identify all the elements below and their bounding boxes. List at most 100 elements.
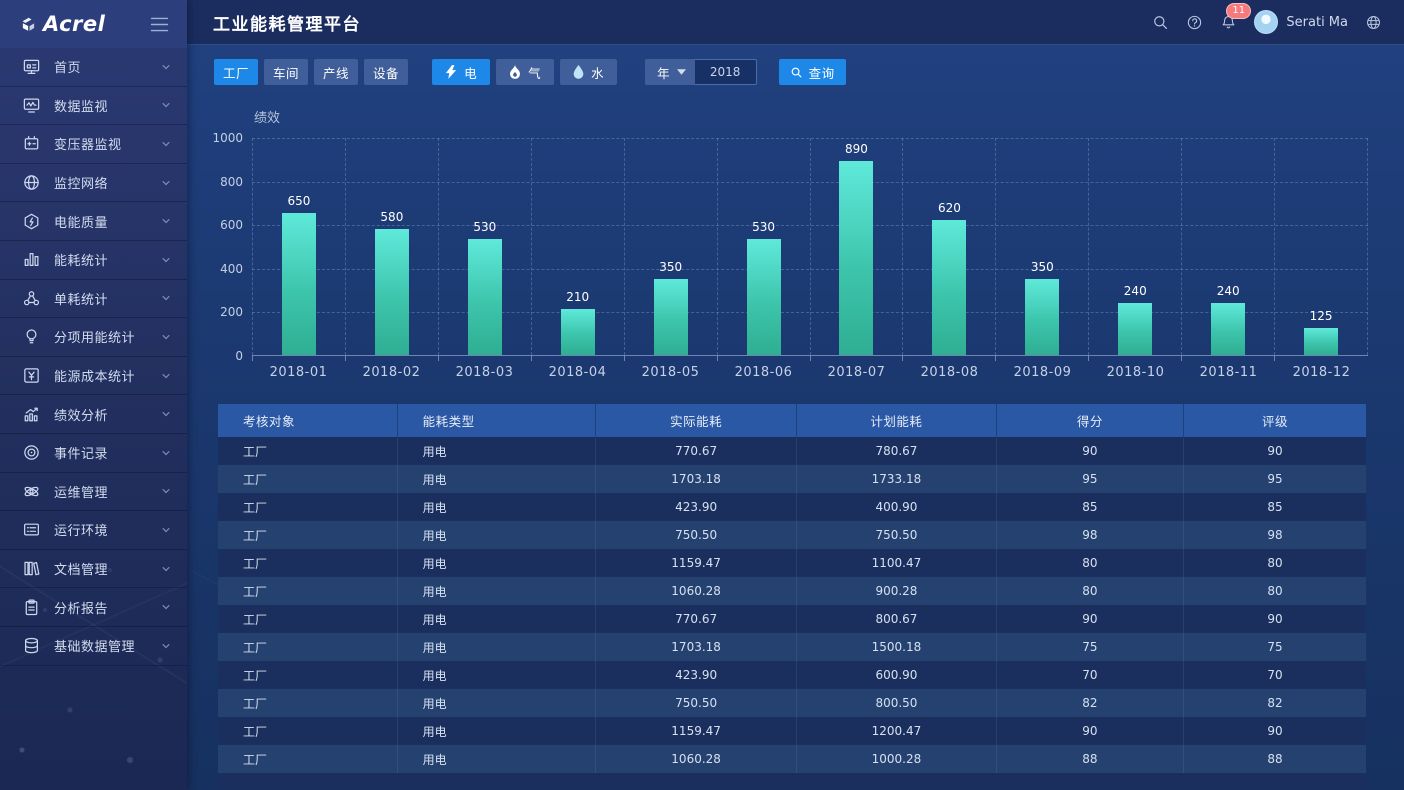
sidebar-item-1[interactable]: 首页: [0, 48, 187, 87]
content: 工厂 车间 产线 设备 电气水 年: [187, 44, 1404, 790]
table-row-4[interactable]: 工厂 用电 750.50 750.50 98 98: [218, 521, 1366, 549]
table-row-1[interactable]: 工厂 用电 770.67 780.67 90 90: [218, 437, 1366, 465]
table-cell: 工厂: [218, 521, 398, 549]
table-cell: 工厂: [218, 577, 398, 605]
table-cell: 1733.18: [796, 465, 997, 493]
x-tick-label: 2018-03: [455, 365, 514, 380]
table-row-8[interactable]: 工厂 用电 1703.18 1500.18 75 75: [218, 633, 1366, 661]
brand-logo[interactable]: Acrel: [20, 12, 105, 36]
help-icon[interactable]: [1186, 14, 1203, 31]
bar-2018-01[interactable]: [281, 213, 316, 355]
bar-value-label: 240: [1216, 284, 1240, 298]
table-cell: 用电: [397, 633, 597, 661]
bar-2018-10[interactable]: [1118, 303, 1153, 355]
table-cell: 1000.28: [796, 745, 997, 773]
bar-value-label: 530: [473, 220, 497, 234]
chart-category: 240: [1088, 138, 1181, 361]
chart-category: 530: [716, 138, 810, 361]
table-cell: 90: [996, 605, 1184, 633]
sidebar-item-6[interactable]: 能耗统计: [0, 241, 187, 280]
table-row-9[interactable]: 工厂 用电 423.90 600.90 70 70: [218, 661, 1366, 689]
sidebar-item-4[interactable]: 监控网络: [0, 164, 187, 203]
globe-icon[interactable]: [1365, 14, 1382, 31]
table-cell: 750.50: [595, 689, 798, 717]
scope-button-1[interactable]: 工厂: [214, 59, 259, 85]
table-row-11[interactable]: 工厂 用电 1159.47 1200.47 90 90: [218, 717, 1366, 745]
period-select[interactable]: 年: [645, 59, 695, 85]
sidebar-item-16[interactable]: 基础数据管理: [0, 627, 187, 666]
year-input[interactable]: [694, 59, 757, 85]
table-cell: 800.50: [796, 689, 997, 717]
table-row-2[interactable]: 工厂 用电 1703.18 1733.18 95 95: [218, 465, 1366, 493]
table-row-3[interactable]: 工厂 用电 423.90 400.90 85 85: [218, 493, 1366, 521]
bar-2018-04[interactable]: [560, 309, 595, 355]
assessment-table-section: 考核对象 能耗类型 实际能耗 计划能耗 得分 评级 工厂 用电 770.67 780.67 90 9…: [218, 404, 1366, 790]
table-cell: 用电: [397, 689, 597, 717]
grid-line: [252, 225, 1368, 227]
table-cell: 1159.47: [595, 717, 798, 745]
chevron-down-icon: [161, 139, 171, 149]
bar-2018-06[interactable]: [746, 239, 781, 355]
notification-bell[interactable]: 11: [1220, 2, 1252, 31]
sidebar-item-12[interactable]: 运维管理: [0, 473, 187, 512]
sidebar-item-15[interactable]: 分析报告: [0, 588, 187, 627]
basedata-icon: [22, 636, 41, 655]
table-cell: 工厂: [218, 661, 398, 689]
bar-2018-07[interactable]: [839, 161, 874, 355]
table-cell: 1500.18: [796, 633, 997, 661]
sidebar-item-2[interactable]: 数据监视: [0, 87, 187, 126]
sidebar-item-5[interactable]: 电能质量: [0, 202, 187, 241]
energy-button-3[interactable]: 水: [560, 59, 618, 85]
grid-line: [252, 268, 1368, 270]
menu-fold-icon[interactable]: [150, 17, 169, 32]
main-area: 工业能耗管理平台: [187, 0, 1404, 790]
bar-2018-12[interactable]: [1304, 328, 1339, 355]
x-tick-label: 2018-05: [641, 365, 700, 380]
query-button[interactable]: 查询: [778, 59, 846, 85]
table-row-6[interactable]: 工厂 用电 1060.28 900.28 80 80: [218, 577, 1366, 605]
scope-button-3[interactable]: 产线: [314, 59, 359, 85]
chevron-down-icon: [161, 525, 171, 535]
table-row-5[interactable]: 工厂 用电 1159.47 1100.47 80 80: [218, 549, 1366, 577]
bar-2018-02[interactable]: [374, 229, 409, 355]
table-row-7[interactable]: 工厂 用电 770.67 800.67 90 90: [218, 605, 1366, 633]
scope-button-4[interactable]: 设备: [364, 59, 409, 85]
table-cell: 80: [1267, 584, 1283, 598]
filter-bar: 工厂 车间 产线 设备 电 气 水 年: [214, 59, 1368, 85]
sidebar-item-14[interactable]: 文档管理: [0, 550, 187, 589]
bar-2018-09[interactable]: [1025, 279, 1060, 355]
table-cell: 工厂: [218, 689, 398, 717]
energy-button-2[interactable]: 气: [496, 59, 555, 85]
chevron-down-icon: [161, 255, 171, 265]
search-icon[interactable]: [1152, 14, 1169, 31]
sidebar-item-10[interactable]: 绩效分析: [0, 395, 187, 434]
sidebar-item-13[interactable]: 运行环境: [0, 511, 187, 550]
sidebar-item-11[interactable]: 事件记录: [0, 434, 187, 473]
brand-logo-text: Acrel: [43, 12, 106, 36]
sidebar-item-8[interactable]: 分项用能统计: [0, 318, 187, 357]
sidebar-item-3[interactable]: 变压器监视: [0, 125, 187, 164]
bar-value-label: 650: [287, 194, 311, 208]
bar-2018-03[interactable]: [467, 239, 502, 355]
table-row-partial[interactable]: [218, 773, 1366, 790]
table-cell: 工厂: [218, 633, 398, 661]
cost-stats-icon: [22, 366, 41, 385]
energy-button-1[interactable]: 电: [432, 59, 491, 85]
sidebar-item-7[interactable]: 单耗统计: [0, 280, 187, 319]
notification-badge: 11: [1226, 2, 1252, 19]
table-row-10[interactable]: 工厂 用电 750.50 800.50 82 82: [218, 689, 1366, 717]
table-cell: 800.67: [796, 605, 997, 633]
user-menu[interactable]: Serati Ma: [1254, 10, 1348, 34]
scope-button-group: 工厂 车间 产线 设备: [214, 59, 409, 85]
table-cell: 98: [1267, 528, 1283, 542]
report-icon: [22, 598, 41, 617]
scope-button-2[interactable]: 车间: [264, 59, 309, 85]
acrel-logo-icon: [20, 16, 37, 33]
sidebar-item-9[interactable]: 能源成本统计: [0, 357, 187, 396]
bar-2018-05[interactable]: [653, 279, 688, 355]
bar-2018-08[interactable]: [932, 220, 967, 355]
bar-value-label: 890: [845, 142, 868, 156]
table-row-12[interactable]: 工厂 用电 1060.28 1000.28 88 88: [218, 745, 1366, 773]
bar-2018-11[interactable]: [1211, 303, 1246, 355]
table-cell: 600.90: [796, 661, 997, 689]
